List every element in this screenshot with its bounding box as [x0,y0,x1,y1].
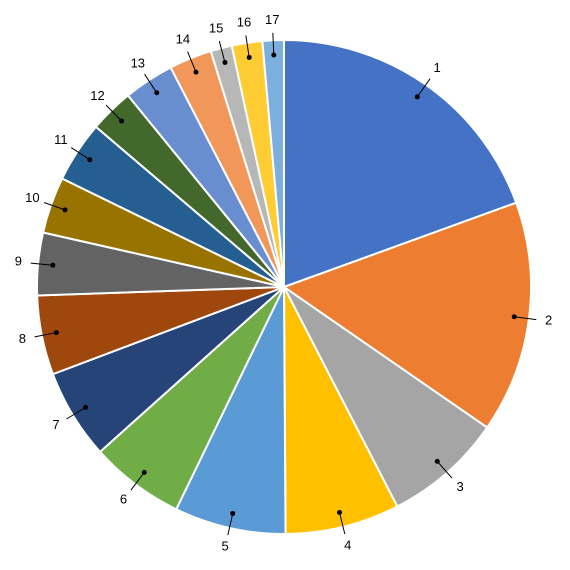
slice-label: 10 [25,190,39,205]
leader-dot [50,262,56,268]
leader-line [339,512,346,535]
leader-dot [87,157,93,163]
leader-dot [119,118,125,124]
slice-label: 17 [265,12,279,27]
leader-dot [337,509,343,515]
leader-line [130,472,145,491]
slice-label: 4 [344,537,351,552]
slice-label: 11 [54,132,68,147]
slice-label: 3 [457,479,464,494]
leader-line [70,147,91,161]
slice-label: 16 [237,15,251,30]
slice-label: 13 [131,55,145,70]
slice-label: 14 [176,32,190,47]
leader-line [43,202,66,211]
leader-line [218,40,226,63]
leader-line [144,73,158,94]
leader-dot [62,207,68,213]
leader-dot [434,458,440,464]
leader-dot [246,54,252,60]
leader-line [105,104,122,122]
slice-label: 12 [90,88,104,103]
leader-line [66,407,86,420]
leader-line [227,513,234,536]
leader-line [272,32,275,56]
slice-label: 9 [15,253,22,268]
leader-dot [193,69,199,75]
leader-line [436,461,453,479]
leader-line [187,51,197,73]
leader-dot [83,404,89,410]
slice-label: 8 [19,331,26,346]
slice-label: 7 [52,417,59,432]
leader-line [514,316,537,321]
leader-line [416,78,431,98]
leader-dot [230,510,236,516]
leader-dot [222,59,228,65]
leader-dot [511,314,517,320]
slice-label: 6 [120,491,127,506]
leader-dot [414,94,420,100]
slice-label: 2 [545,313,552,328]
leader-dot [141,469,147,475]
leader-dot [271,52,277,58]
slice-label: 5 [221,539,228,554]
leader-line [34,332,57,338]
slice-label: 1 [434,60,441,75]
slice-label: 15 [209,20,223,35]
leader-dot [154,90,160,96]
leader-dot [53,330,59,336]
leader-line [30,262,53,266]
leader-line [245,35,250,58]
